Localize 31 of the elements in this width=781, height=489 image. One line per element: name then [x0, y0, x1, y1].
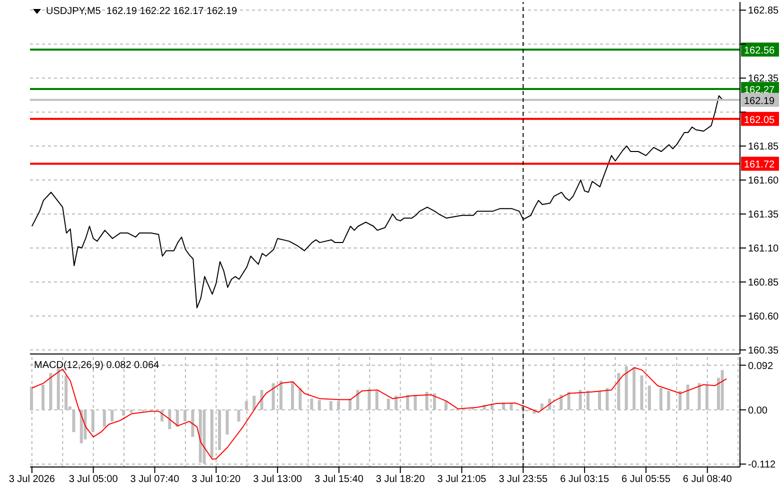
- y-tick-label: 160.35: [748, 345, 780, 356]
- x-tick-label: 6 Jul 05:55: [622, 474, 671, 486]
- chart-title: USDJPY,M5 162.19 162.22 162.17 162.19: [46, 6, 238, 17]
- ref-line-label: 161.72: [744, 160, 776, 171]
- y-tick-label: 161.60: [748, 176, 780, 187]
- x-tick-label: 3 Jul 13:00: [253, 474, 302, 486]
- ref-line-label: 162.05: [744, 114, 776, 126]
- ref-line-label: 162.19: [744, 96, 776, 107]
- x-tick-label: 3 Jul 21:05: [437, 474, 487, 486]
- x-tick-label: 3 Jul 10:20: [192, 474, 242, 486]
- x-tick-label: 3 Jul 2026: [8, 474, 56, 486]
- x-tick-label: 3 Jul 18:20: [376, 474, 426, 486]
- x-tick-label: 3 Jul 23:55: [498, 474, 548, 486]
- y-tick-label: 0.00: [748, 405, 768, 416]
- y-tick-label: -0.112: [748, 460, 776, 471]
- ref-line-label: 162.27: [744, 84, 776, 96]
- y-tick-label: 160.85: [748, 278, 780, 289]
- ref-line-label: 162.56: [744, 46, 776, 57]
- x-tick-label: 6 Jul 03:15: [560, 474, 610, 486]
- y-tick-label: 160.60: [748, 311, 780, 322]
- y-tick-label: 162.85: [748, 6, 780, 17]
- x-tick-label: 3 Jul 07:40: [130, 474, 180, 486]
- y-tick-label: 161.35: [748, 210, 780, 221]
- x-tick-label: 3 Jul 05:00: [68, 474, 118, 486]
- y-tick-label: 162.35: [748, 74, 780, 85]
- x-tick-label: 3 Jul 15:40: [314, 474, 364, 486]
- y-tick-label: 161.85: [748, 142, 780, 153]
- y-tick-label: 0.092: [748, 360, 774, 372]
- y-tick-label: 161.10: [748, 244, 780, 255]
- x-tick-label: 6 Jul 08:40: [682, 474, 732, 486]
- chart-title: MACD(12,26,9) 0.082 0.064: [34, 360, 160, 371]
